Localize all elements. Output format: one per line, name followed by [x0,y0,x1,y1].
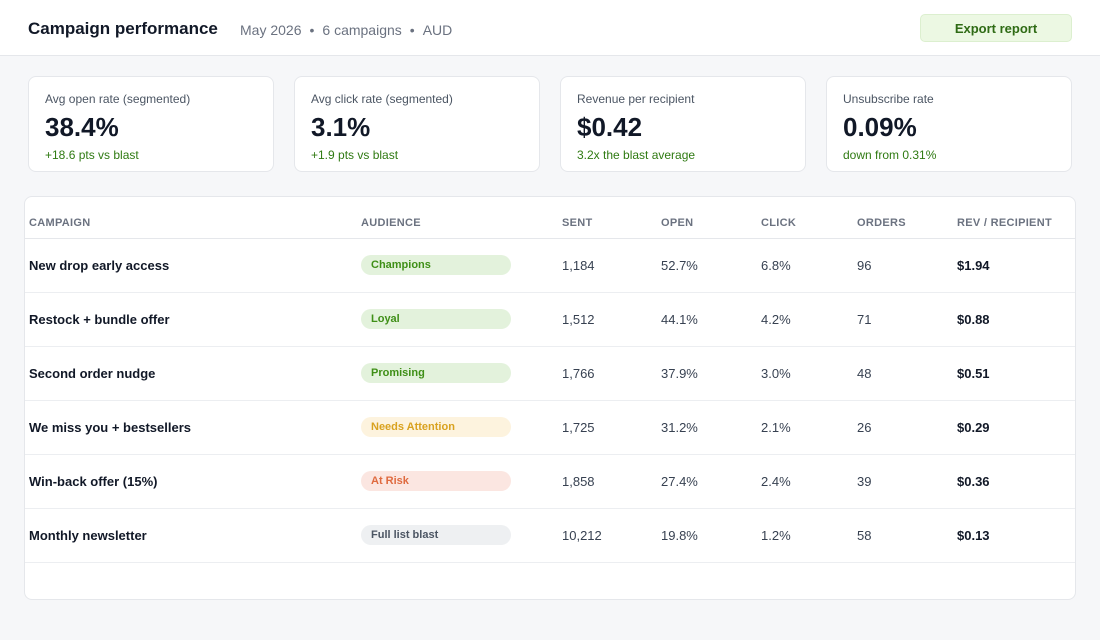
kpi-value: 3.1% [311,112,371,142]
table-row[interactable]: Monthly newsletter Full list blast 10,21… [25,509,1075,563]
campaign-name: Win-back offer (15%) [29,474,158,489]
kpi-delta: +1.9 pts vs blast [311,148,399,162]
table-row[interactable]: Win-back offer (15%) At Risk 1,858 27.4%… [25,455,1075,509]
click-rate-value: 3.0% [761,366,791,381]
kpi-card-open-rate: Avg open rate (segmented) 38.4% +18.6 pt… [28,76,274,172]
campaign-name: We miss you + bestsellers [29,420,191,435]
sent-value: 1,184 [562,258,595,273]
column-header-open[interactable]: OPEN [661,217,694,229]
rev-per-recipient-value: $0.36 [957,474,990,489]
export-report-button[interactable]: Export report [920,14,1072,42]
click-rate-value: 6.8% [761,258,791,273]
table-row[interactable]: Second order nudge Promising 1,766 37.9%… [25,347,1075,401]
table-header: CAMPAIGN AUDIENCE SENT OPEN CLICK ORDERS… [25,197,1075,239]
kpi-delta: 3.2x the blast average [577,148,696,162]
meta-period: May 2026 [240,22,302,38]
rev-per-recipient-value: $0.88 [957,312,990,327]
click-rate-value: 2.1% [761,420,791,435]
audience-badge: Loyal [361,309,511,329]
sent-value: 1,766 [562,366,595,381]
rev-per-recipient-value: $0.51 [957,366,990,381]
kpi-label: Avg click rate (segmented) [311,92,453,106]
campaign-name: Restock + bundle offer [29,312,170,327]
table-row[interactable]: We miss you + bestsellers Needs Attentio… [25,401,1075,455]
sent-value: 1,512 [562,312,595,327]
column-header-sent[interactable]: SENT [562,217,593,229]
kpi-value: 38.4% [45,112,119,142]
kpi-card-revenue-per-recipient: Revenue per recipient $0.42 3.2x the bla… [560,76,806,172]
kpi-label: Unsubscribe rate [843,92,934,106]
open-rate-value: 27.4% [661,474,698,489]
click-rate-value: 2.4% [761,474,791,489]
open-rate-value: 19.8% [661,528,698,543]
campaign-name: Monthly newsletter [29,528,147,543]
kpi-card-unsubscribe-rate: Unsubscribe rate 0.09% down from 0.31% [826,76,1072,172]
sent-value: 1,725 [562,420,595,435]
orders-value: 39 [857,474,872,489]
rev-per-recipient-value: $1.94 [957,258,990,273]
campaign-name: Second order nudge [29,366,156,381]
kpi-label: Revenue per recipient [577,92,695,106]
audience-badge: Needs Attention [361,417,511,437]
orders-value: 96 [857,258,872,273]
orders-value: 58 [857,528,872,543]
kpi-value: $0.42 [577,112,643,142]
column-header-rev-per-recipient[interactable]: REV / RECIPIENT [957,217,1052,229]
sent-value: 10,212 [562,528,602,543]
table-row[interactable]: Restock + bundle offer Loyal 1,512 44.1%… [25,293,1075,347]
kpi-card-click-rate: Avg click rate (segmented) 3.1% +1.9 pts… [294,76,540,172]
meta-separator: • [309,22,315,38]
column-header-orders[interactable]: ORDERS [857,217,906,229]
open-rate-value: 52.7% [661,258,698,273]
column-header-audience[interactable]: AUDIENCE [361,217,421,229]
kpi-value: 0.09% [843,112,917,142]
open-rate-value: 37.9% [661,366,698,381]
column-header-campaign[interactable]: CAMPAIGN [29,217,91,229]
open-rate-value: 31.2% [661,420,698,435]
sent-value: 1,858 [562,474,595,489]
meta-campaign-count: 6 campaigns [322,22,402,38]
orders-value: 71 [857,312,872,327]
page-title: Campaign performance [28,19,218,38]
meta-currency: AUD [422,22,453,38]
click-rate-value: 1.2% [761,528,791,543]
campaign-name: New drop early access [29,258,170,273]
audience-badge: Champions [361,255,511,275]
kpi-label: Avg open rate (segmented) [45,92,191,106]
column-header-click[interactable]: CLICK [761,217,797,229]
page-meta: May 2026 • 6 campaigns • AUD [240,22,452,38]
meta-separator: • [409,22,415,38]
rev-per-recipient-value: $0.29 [957,420,990,435]
top-bar: Campaign performance May 2026 • 6 campai… [0,0,1100,56]
orders-value: 48 [857,366,872,381]
click-rate-value: 4.2% [761,312,791,327]
audience-badge: Full list blast [361,525,511,545]
table-row[interactable]: New drop early access Champions 1,184 52… [25,239,1075,293]
kpi-delta: down from 0.31% [843,148,937,162]
audience-badge: At Risk [361,471,511,491]
rev-per-recipient-value: $0.13 [957,528,990,543]
audience-badge: Promising [361,363,511,383]
open-rate-value: 44.1% [661,312,698,327]
orders-value: 26 [857,420,872,435]
campaign-table: CAMPAIGN AUDIENCE SENT OPEN CLICK ORDERS… [24,196,1076,600]
kpi-delta: +18.6 pts vs blast [45,148,139,162]
